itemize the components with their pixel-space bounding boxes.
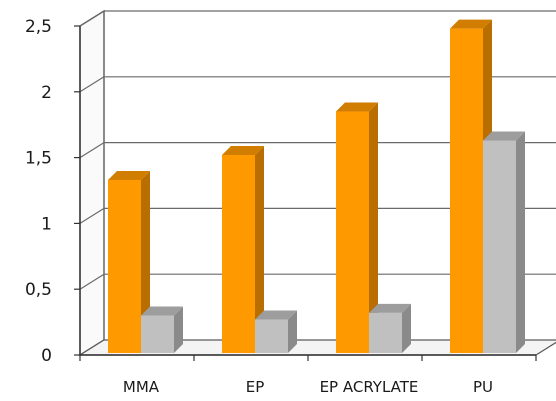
bar xyxy=(450,28,483,354)
category-label: EP xyxy=(246,378,265,396)
bar xyxy=(141,315,174,353)
side-wall xyxy=(79,9,105,357)
bar xyxy=(369,312,402,353)
bar-side xyxy=(141,170,150,353)
bar-side xyxy=(255,145,264,353)
bar xyxy=(255,319,288,353)
y-tick-label: 2,5 xyxy=(25,17,52,37)
gridline-depth xyxy=(79,207,105,224)
gridline-depth xyxy=(79,142,105,159)
category-label: MMA xyxy=(123,378,160,396)
y-tick-label: 1 xyxy=(41,214,52,234)
bar-top xyxy=(450,19,492,29)
gridline-depth xyxy=(79,76,105,93)
category-label: PU xyxy=(473,378,493,396)
bar xyxy=(222,154,255,353)
bars xyxy=(108,19,525,354)
axes xyxy=(74,25,537,361)
y-tick-label: 1,5 xyxy=(25,149,52,169)
bar-top xyxy=(108,170,150,180)
bar-side xyxy=(369,102,378,353)
bar-side xyxy=(402,303,411,353)
category-label: EP ACRYLATE xyxy=(320,378,419,396)
y-tick-labels: 0 0,5 1 1,5 2 2,5 xyxy=(25,17,52,366)
bar-top xyxy=(141,306,183,316)
chart-walls xyxy=(77,9,556,357)
gridline-depth xyxy=(79,10,105,27)
bar-side xyxy=(516,131,525,353)
y-tick-label: 0,5 xyxy=(25,280,52,300)
category-labels: MMA EP EP ACRYLATE PU xyxy=(123,378,493,396)
y-tick-label: 0 xyxy=(41,346,52,366)
bar-top xyxy=(369,303,411,313)
y-tick-label: 2 xyxy=(41,83,52,103)
bar-side xyxy=(174,306,183,353)
bar-top xyxy=(255,310,297,320)
bar xyxy=(108,179,141,353)
bar-top xyxy=(336,102,378,112)
bar xyxy=(483,140,516,353)
bar-top xyxy=(222,145,264,155)
bar-side xyxy=(288,310,297,353)
gridline-depth xyxy=(79,273,105,290)
bar xyxy=(336,111,369,353)
bar-top xyxy=(483,131,525,141)
